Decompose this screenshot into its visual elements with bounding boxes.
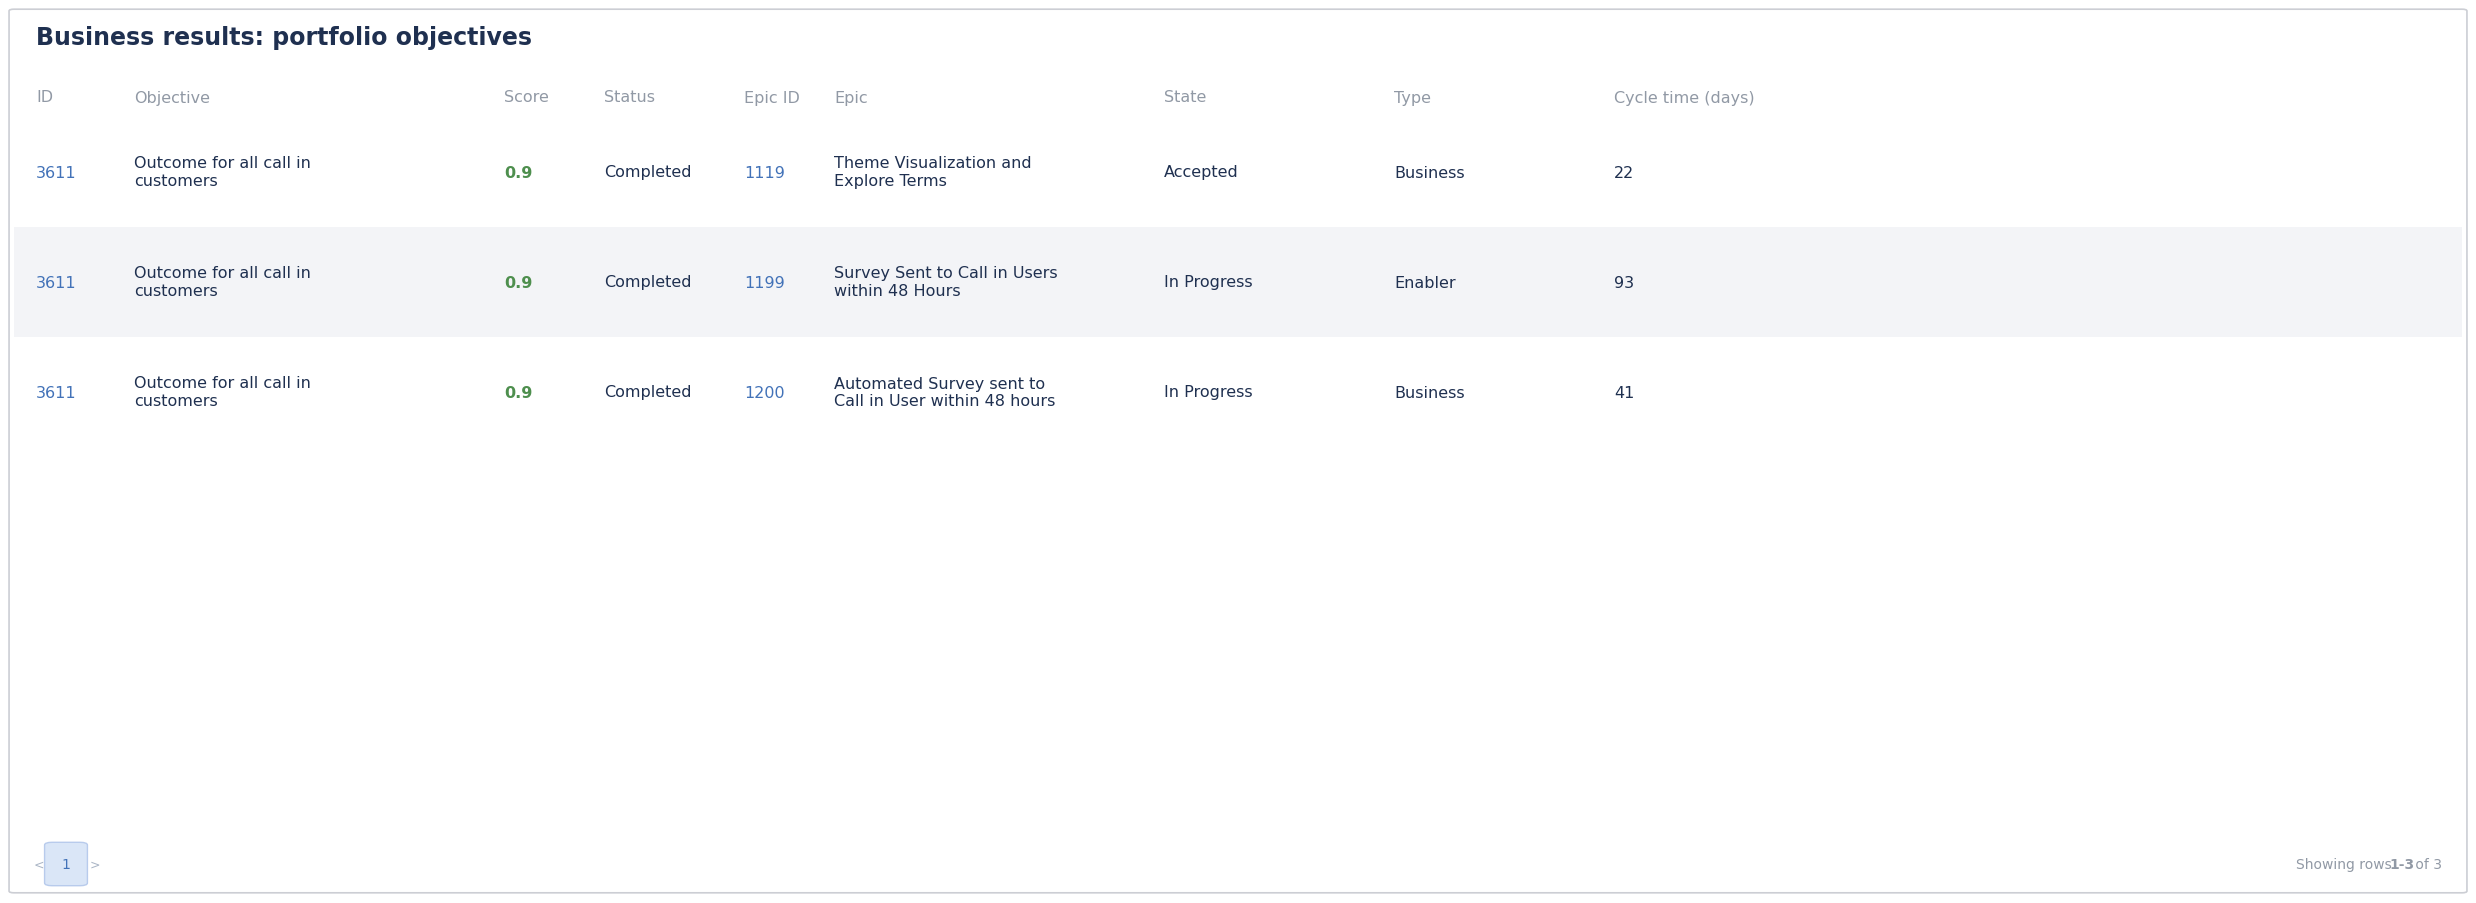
Text: Showing rows: Showing rows — [2295, 857, 2397, 871]
Text: 93: 93 — [1614, 275, 1634, 290]
Text: Epic: Epic — [834, 90, 867, 106]
Text: >: > — [89, 858, 102, 870]
Text: 1: 1 — [62, 857, 69, 871]
Text: Explore Terms: Explore Terms — [834, 174, 946, 190]
Text: 3611: 3611 — [37, 275, 77, 290]
Text: 41: 41 — [1614, 385, 1634, 400]
Text: Outcome for all call in: Outcome for all call in — [134, 156, 312, 172]
Text: Completed: Completed — [604, 385, 691, 400]
Text: 22: 22 — [1614, 165, 1634, 181]
Text: Type: Type — [1394, 90, 1431, 106]
Text: 1200: 1200 — [743, 385, 785, 400]
Text: customers: customers — [134, 394, 218, 409]
Text: <: < — [35, 858, 45, 870]
Text: Business: Business — [1394, 165, 1466, 181]
Text: Accepted: Accepted — [1164, 165, 1238, 181]
Text: 1199: 1199 — [743, 275, 785, 290]
Text: Business: Business — [1394, 385, 1466, 400]
Text: within 48 Hours: within 48 Hours — [834, 284, 961, 299]
Text: 3611: 3611 — [37, 385, 77, 400]
Text: Completed: Completed — [604, 275, 691, 290]
Text: Outcome for all call in: Outcome for all call in — [134, 266, 312, 281]
Text: Cycle time (days): Cycle time (days) — [1614, 90, 1755, 106]
Text: customers: customers — [134, 174, 218, 190]
Text: 0.9: 0.9 — [505, 165, 532, 181]
Text: ID: ID — [37, 90, 52, 106]
Text: Call in User within 48 hours: Call in User within 48 hours — [834, 394, 1055, 409]
Text: 0.9: 0.9 — [505, 275, 532, 290]
Text: of 3: of 3 — [2412, 857, 2441, 871]
Text: In Progress: In Progress — [1164, 275, 1253, 290]
Text: Completed: Completed — [604, 165, 691, 181]
Text: customers: customers — [134, 284, 218, 299]
Text: Theme Visualization and: Theme Visualization and — [834, 156, 1032, 172]
Text: 1-3: 1-3 — [2389, 857, 2414, 871]
Text: Outcome for all call in: Outcome for all call in — [134, 376, 312, 391]
Text: 3611: 3611 — [37, 165, 77, 181]
Text: Status: Status — [604, 90, 656, 106]
Text: Enabler: Enabler — [1394, 275, 1456, 290]
Text: Epic ID: Epic ID — [743, 90, 800, 106]
Text: Objective: Objective — [134, 90, 210, 106]
Text: Score: Score — [505, 90, 550, 106]
Text: Business results: portfolio objectives: Business results: portfolio objectives — [37, 26, 532, 50]
Text: 1119: 1119 — [743, 165, 785, 181]
Text: In Progress: In Progress — [1164, 385, 1253, 400]
Text: State: State — [1164, 90, 1206, 106]
Text: Automated Survey sent to: Automated Survey sent to — [834, 376, 1045, 391]
Text: Survey Sent to Call in Users: Survey Sent to Call in Users — [834, 266, 1057, 281]
Text: 0.9: 0.9 — [505, 385, 532, 400]
